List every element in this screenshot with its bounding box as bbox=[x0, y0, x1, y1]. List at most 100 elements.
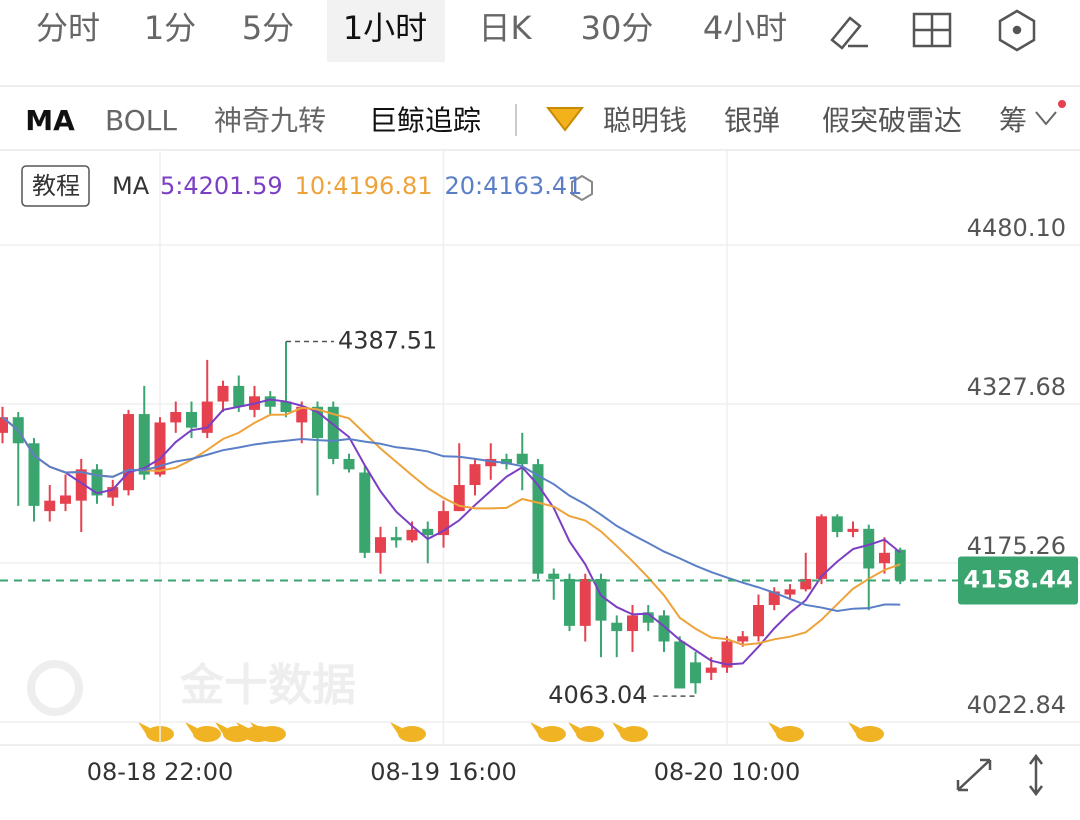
candle-body bbox=[406, 529, 418, 541]
candle-body bbox=[879, 552, 890, 564]
candle-body bbox=[186, 411, 197, 428]
legend-item: 10:4196.81 bbox=[295, 172, 433, 200]
tab-highlight bbox=[327, 0, 445, 62]
whale bbox=[538, 726, 566, 742]
candle-body bbox=[233, 385, 245, 407]
whale bbox=[258, 726, 286, 742]
candle-body bbox=[485, 458, 497, 467]
settings-icon[interactable] bbox=[998, 9, 1036, 52]
candle-body bbox=[627, 615, 638, 632]
tab[interactable]: 1分 bbox=[144, 9, 196, 47]
candle-body bbox=[674, 641, 686, 689]
candle-body bbox=[154, 422, 166, 475]
whale bbox=[193, 726, 221, 742]
candle-body bbox=[753, 604, 764, 637]
whale-tail bbox=[250, 722, 262, 734]
indicator[interactable]: BOLL bbox=[105, 104, 177, 137]
candle-body bbox=[359, 472, 371, 553]
candle-body bbox=[768, 591, 780, 605]
legend-item: 5:4201.59 bbox=[160, 172, 283, 200]
whale bbox=[776, 726, 804, 742]
candle-body bbox=[390, 537, 402, 541]
tab[interactable]: 1小时 bbox=[343, 9, 427, 47]
whale-tail bbox=[848, 722, 860, 734]
ma-line bbox=[1, 406, 901, 646]
whale-tail bbox=[215, 722, 227, 734]
candle-body bbox=[721, 641, 733, 668]
tool[interactable]: 银弹 bbox=[724, 104, 780, 137]
candle-body bbox=[422, 528, 434, 536]
indicator[interactable]: 神奇九转 bbox=[214, 104, 326, 137]
candle-body bbox=[264, 396, 276, 407]
tab[interactable]: 分时 bbox=[36, 9, 100, 47]
candle-body bbox=[60, 495, 71, 504]
candle-body bbox=[595, 578, 607, 621]
whale-tail bbox=[768, 722, 780, 734]
candle-body bbox=[737, 636, 749, 642]
candle-body bbox=[107, 487, 119, 498]
tool[interactable]: 聪明钱 bbox=[603, 104, 687, 137]
layout-icon-lines bbox=[914, 14, 950, 46]
candle-body bbox=[44, 500, 56, 512]
legend-settings[interactable] bbox=[571, 174, 593, 202]
candle-body bbox=[564, 578, 575, 626]
legend-name: MA bbox=[112, 172, 150, 200]
candle-body bbox=[469, 464, 481, 486]
whale bbox=[856, 726, 884, 742]
fullscreen-icon[interactable] bbox=[956, 758, 992, 792]
whale-tail bbox=[185, 722, 197, 734]
indicator[interactable]: MA bbox=[25, 104, 75, 137]
candle-body bbox=[123, 414, 134, 491]
high-label: 4387.51 bbox=[338, 327, 437, 355]
candle-body bbox=[170, 411, 182, 423]
tutorial[interactable]: 教程 bbox=[32, 172, 80, 200]
candle-body bbox=[217, 385, 229, 402]
candle-body bbox=[280, 401, 292, 412]
red-dot bbox=[1058, 100, 1066, 108]
legend-item: 20:4163.41 bbox=[444, 172, 582, 200]
ma-line bbox=[1, 398, 901, 666]
candle-body bbox=[375, 537, 386, 553]
candle-body bbox=[296, 406, 308, 423]
candle-body bbox=[847, 528, 859, 532]
y-tick-label: 4175.26 bbox=[967, 532, 1066, 560]
candle-body bbox=[705, 667, 717, 673]
y-tick-label: 4480.10 bbox=[967, 214, 1066, 242]
whale-tail bbox=[612, 722, 624, 734]
tool[interactable]: 筹 bbox=[999, 104, 1027, 137]
candle-body bbox=[327, 406, 339, 459]
candle-body bbox=[438, 511, 449, 536]
toolbar-icons bbox=[830, 9, 1036, 52]
x-tick-label: 08-19 16:00 bbox=[370, 758, 517, 786]
settings-dot bbox=[1012, 25, 1022, 35]
smart-money-icon bbox=[545, 107, 585, 132]
tab[interactable]: 4小时 bbox=[703, 9, 787, 47]
whale bbox=[576, 726, 604, 742]
ma-line bbox=[1, 416, 901, 612]
candle-body bbox=[28, 443, 40, 506]
indicator[interactable]: 巨鲸追踪 bbox=[369, 104, 481, 137]
chevron[interactable] bbox=[1035, 111, 1057, 126]
whale-icons bbox=[138, 722, 884, 742]
candle-body bbox=[201, 401, 213, 433]
whale-tail bbox=[390, 722, 402, 734]
tab[interactable]: 日K bbox=[479, 9, 533, 47]
whale-tail bbox=[236, 722, 248, 734]
whale-tail bbox=[138, 722, 150, 734]
last-price-label: 4158.44 bbox=[963, 566, 1072, 594]
draw-icon[interactable] bbox=[830, 16, 868, 50]
x-tick-label: 08-20 10:00 bbox=[654, 758, 801, 786]
candle-body bbox=[75, 469, 87, 501]
tab[interactable]: 30分 bbox=[581, 9, 654, 47]
tab[interactable]: 5分 bbox=[242, 9, 294, 47]
candle-body bbox=[516, 453, 528, 465]
candle-body bbox=[453, 485, 465, 512]
candle-body bbox=[784, 589, 796, 595]
scale-icon[interactable] bbox=[1029, 753, 1043, 797]
tutorial-box[interactable] bbox=[21, 165, 90, 207]
candle-body bbox=[863, 528, 875, 569]
tool[interactable]: 假突破雷达 bbox=[822, 104, 962, 137]
low-label: 4063.04 bbox=[548, 681, 647, 709]
candle-body bbox=[91, 469, 103, 496]
